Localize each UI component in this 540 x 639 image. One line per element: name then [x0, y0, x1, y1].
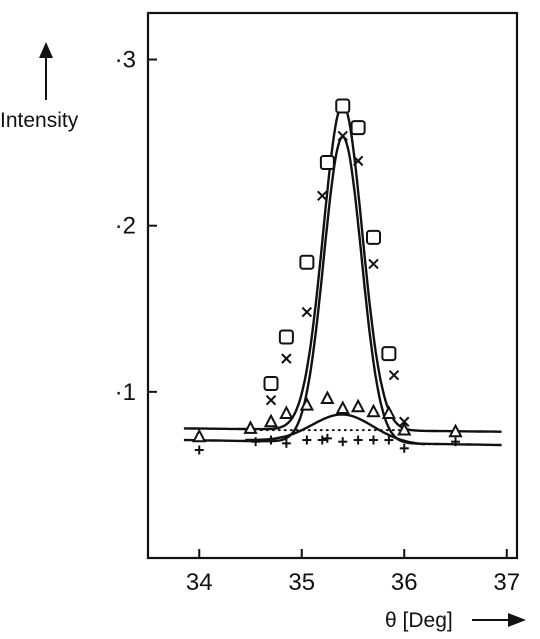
triangle-marker [279, 405, 294, 419]
y-tick-label: ·2 [115, 213, 136, 240]
triangle-marker [320, 390, 335, 404]
x-marker [368, 258, 379, 270]
plot-frame [146, 11, 519, 560]
x-marker [337, 130, 348, 142]
axis-tick-labels: 34 35 36 37 ·1 ·2 ·3 [115, 47, 520, 596]
square-marker [278, 329, 294, 345]
plus-marker [281, 438, 291, 448]
x-tick-label: 35 [288, 569, 315, 596]
plus-marker [302, 435, 312, 445]
fitted-curve [183, 135, 502, 447]
square-marker [335, 98, 351, 114]
x-marker-stroke [337, 130, 348, 142]
x-marker [399, 416, 410, 427]
x-axis-title: θ [Deg] [385, 609, 453, 632]
x-marker-stroke [281, 353, 292, 364]
triangle-marker [263, 413, 279, 428]
plus-marker [194, 445, 204, 455]
square-marker [263, 376, 279, 392]
xlabel-arrowhead-icon [508, 613, 526, 627]
x-marker-stroke [399, 416, 410, 427]
x-marker-stroke [368, 258, 379, 270]
x-marker [352, 155, 364, 167]
x-marker [301, 306, 313, 318]
triangle-marker [243, 420, 258, 434]
x-marker [317, 190, 328, 201]
axis-ticks [148, 58, 508, 558]
y-tick-label: ·1 [115, 379, 136, 406]
x-marker-stroke [301, 306, 313, 318]
plus-marker [384, 435, 394, 445]
triangle-marker [299, 396, 315, 411]
square-marker [366, 229, 381, 245]
square-marker [319, 155, 335, 171]
x-marker-stroke [317, 190, 328, 201]
triangle-marker [397, 421, 412, 436]
x-marker-stroke [388, 370, 400, 381]
triangle-marker [192, 428, 207, 443]
x-tick-label: 36 [391, 569, 418, 596]
x-marker [265, 394, 277, 406]
plus-marker [317, 435, 327, 445]
triangle-marker [381, 405, 397, 419]
square-marker [299, 254, 315, 270]
x-tick-label: 37 [493, 569, 520, 596]
x-marker [281, 353, 292, 364]
x-marker [388, 370, 400, 381]
triangle-marker [366, 403, 381, 418]
x-tick-label: 34 [186, 569, 213, 596]
triangle-marker [335, 400, 350, 414]
plus-marker [399, 443, 409, 453]
y-axis-title: Intensity [0, 109, 79, 132]
plus-marker [353, 435, 363, 445]
triangle-marker [350, 398, 366, 413]
x-marker-stroke [352, 155, 364, 167]
plus-marker [451, 437, 460, 447]
x-marker-stroke [265, 394, 277, 406]
square-marker [350, 120, 366, 136]
plus-marker [322, 433, 332, 443]
data-markers [192, 98, 463, 455]
plus-marker [338, 437, 348, 447]
fitted-curve [245, 413, 425, 446]
triangle-marker [448, 423, 463, 438]
y-tick-label: ·3 [115, 47, 136, 74]
square-marker [381, 346, 397, 362]
fitted-curves [183, 103, 502, 447]
plus-marker [251, 437, 261, 447]
ylabel-arrowhead-icon [39, 42, 53, 58]
fitted-curve [183, 103, 502, 433]
plus-marker [266, 435, 276, 445]
plus-marker [369, 435, 378, 445]
